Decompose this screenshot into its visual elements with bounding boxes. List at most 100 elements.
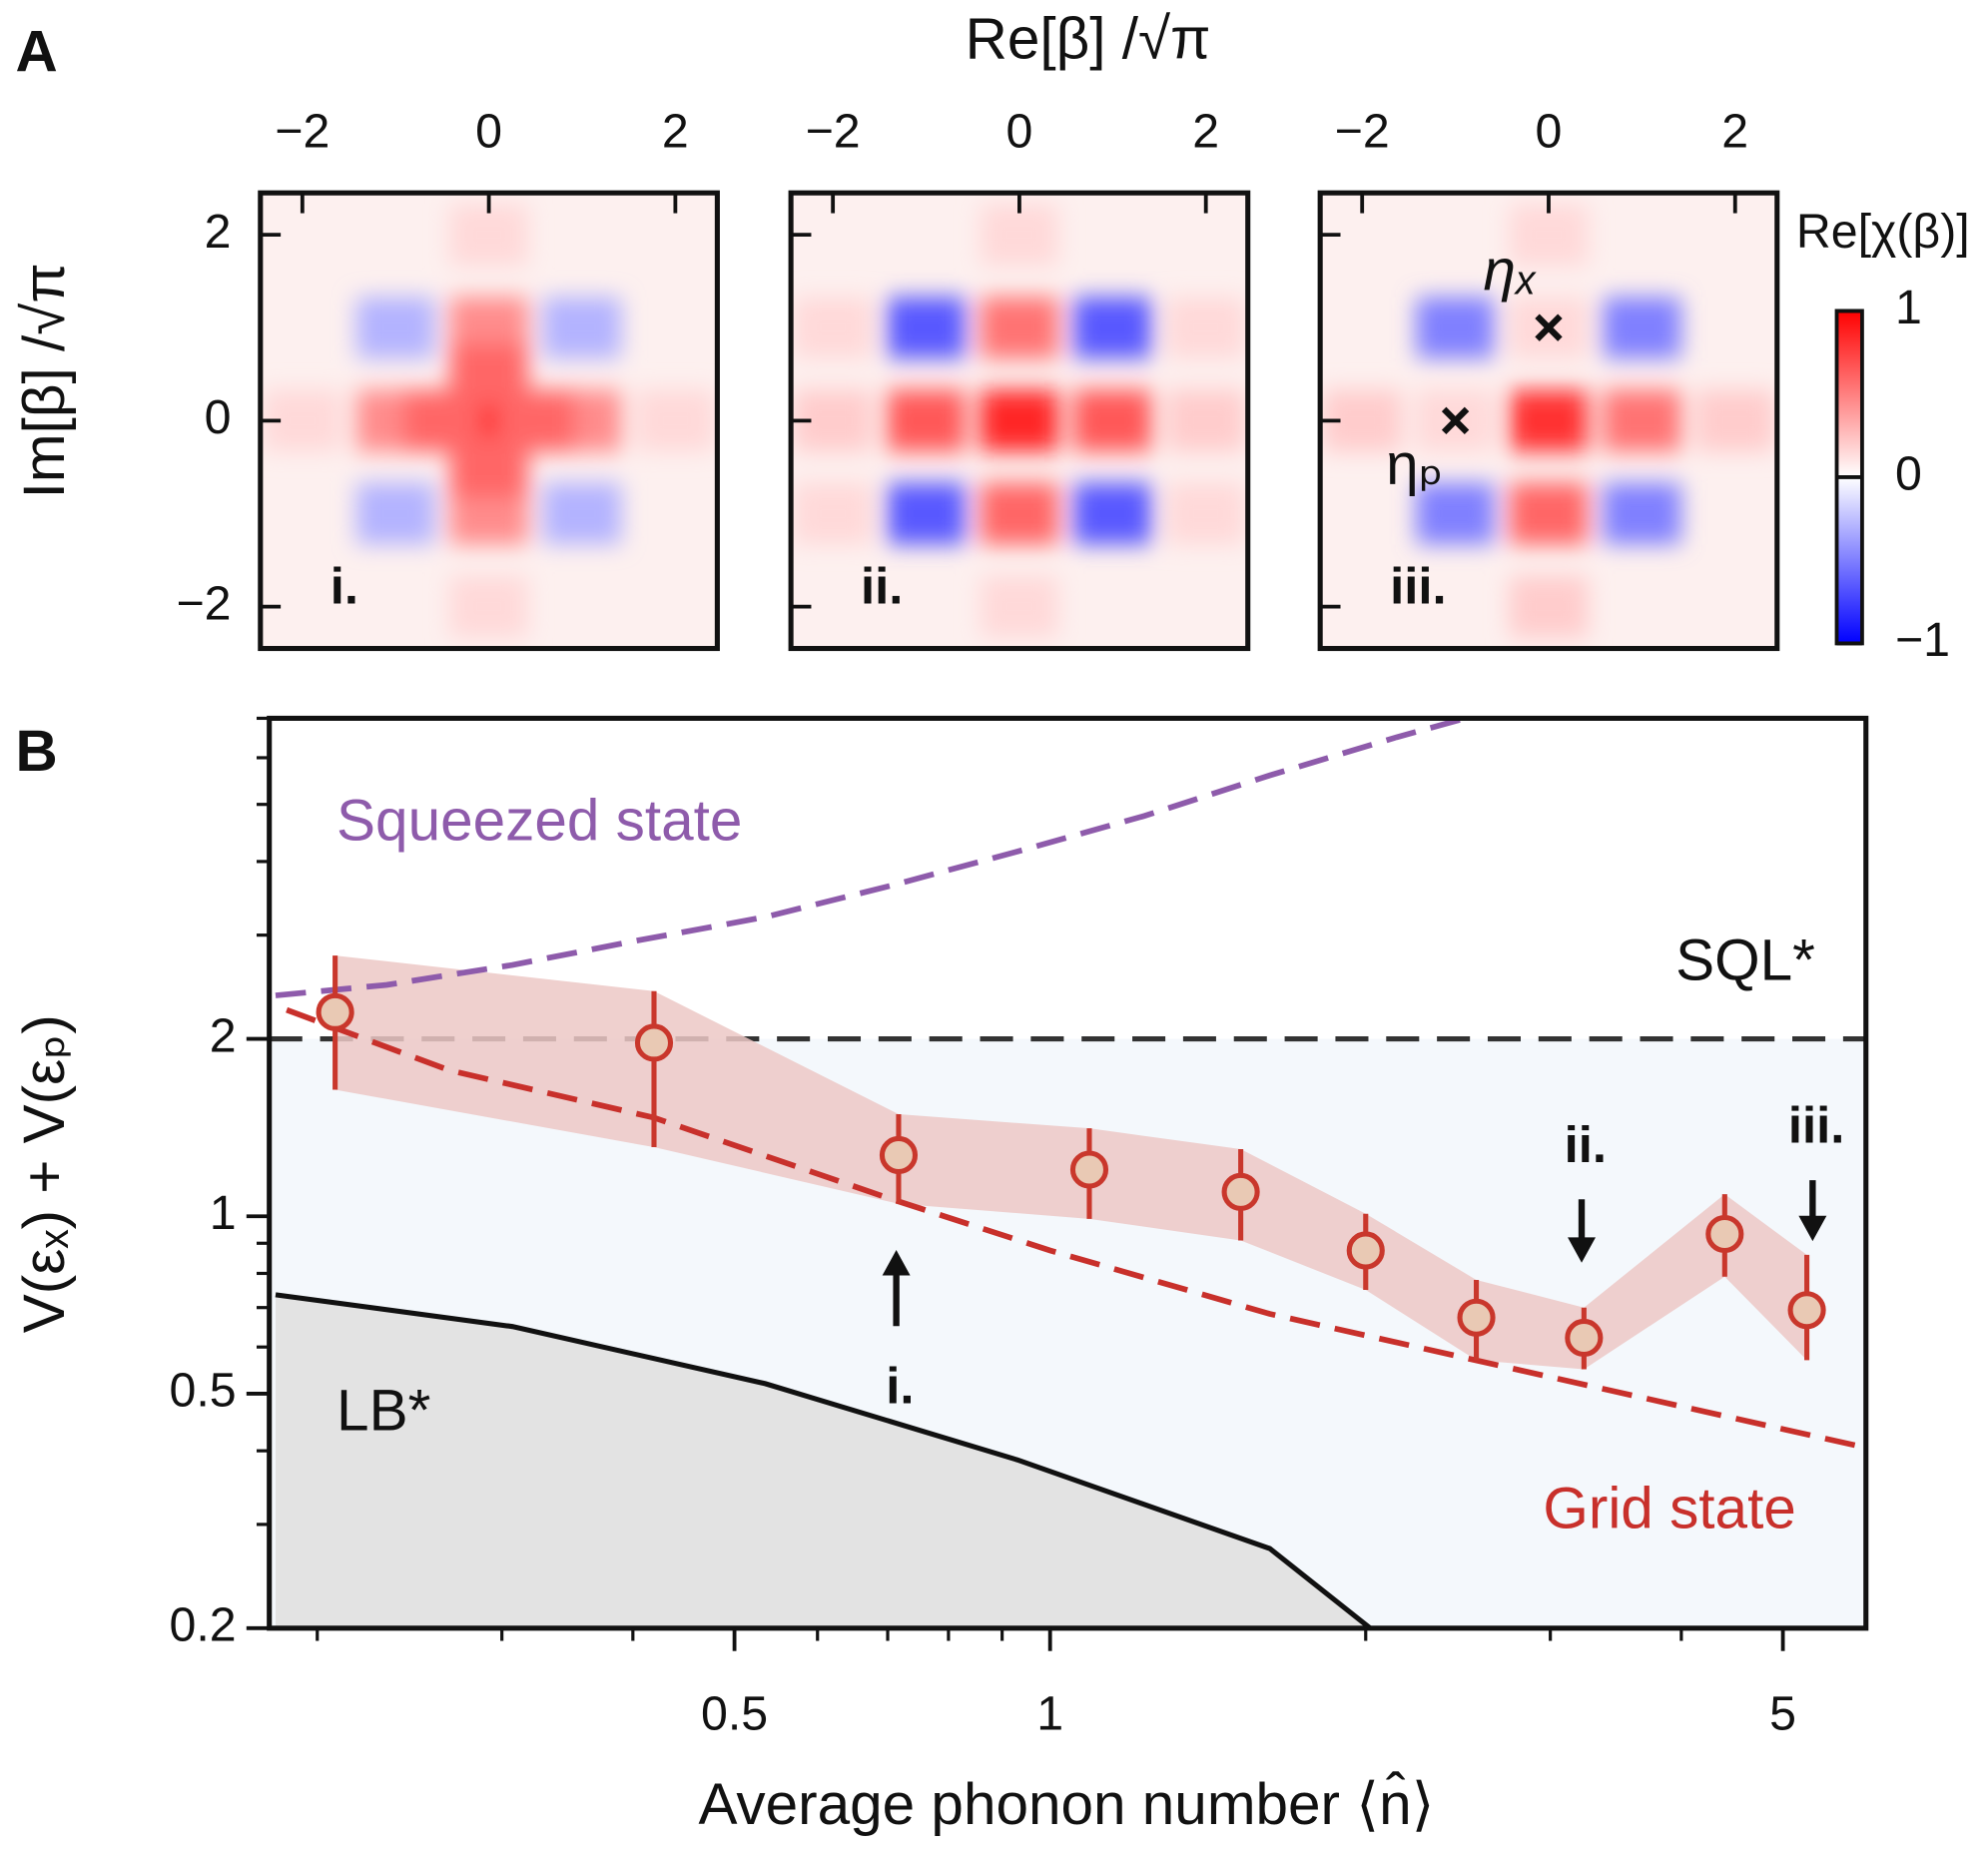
heatmap-cell	[1073, 482, 1152, 545]
heatmap	[260, 193, 718, 649]
marker-label: ηₚ	[1386, 432, 1444, 497]
data-point	[879, 1135, 919, 1175]
data-point	[1346, 1231, 1385, 1270]
heatmap-cell	[1695, 389, 1774, 452]
heatmap-cell	[449, 204, 528, 266]
heatmap-cell	[449, 342, 528, 405]
colorbar-tick-label: −1	[1895, 613, 1950, 667]
series-label: Grid state	[1543, 1477, 1795, 1541]
annotation-arrowhead	[1568, 1237, 1597, 1263]
y-tick-label: 1	[210, 1186, 237, 1240]
heatmap-cell	[1166, 389, 1245, 452]
annotation-label: ii.	[1565, 1116, 1607, 1173]
data-point	[634, 1023, 674, 1062]
reference-label: SQL*	[1675, 927, 1815, 992]
heatmap-cells	[793, 204, 1245, 638]
panel-label: iii.	[1390, 558, 1447, 615]
panel-label: A	[15, 19, 57, 84]
colorbar-tick-label: 0	[1895, 447, 1922, 501]
annotation-label: i.	[886, 1357, 914, 1414]
heatmap-cell	[542, 297, 622, 359]
x-tick-label: 0.5	[701, 1687, 768, 1741]
heatmap-cell	[355, 297, 435, 359]
x-tick-label: 0	[1536, 105, 1563, 159]
x-tick-label: 0	[1005, 105, 1032, 159]
heatmap-cell	[980, 575, 1059, 638]
annotation-arrowhead	[1798, 1215, 1827, 1242]
heatmap-cell	[1166, 482, 1245, 545]
heatmap-cell	[980, 297, 1059, 359]
x-tick-label: 0	[475, 105, 502, 159]
heatmap-cell	[1509, 389, 1589, 452]
heatmap-cells	[1322, 204, 1774, 638]
y-axis-title: V(εₓ) + V(εₚ)	[12, 1014, 77, 1333]
heatmap-cell	[1603, 297, 1681, 359]
heatmap-cell	[887, 389, 966, 452]
y-tick-label: 0.2	[170, 1598, 237, 1652]
heatmap-cell	[980, 389, 1059, 452]
heatmap-cell	[1416, 482, 1495, 545]
x-tick-label: −2	[275, 105, 330, 159]
heatmap-cell	[636, 389, 715, 452]
heatmap	[791, 193, 1248, 649]
x-axis-title: Average phonon number ⟨n̂⟩	[698, 1770, 1434, 1837]
data-point	[1787, 1291, 1826, 1330]
heatmap-cell	[793, 482, 873, 545]
axes-frame	[267, 715, 1869, 1631]
y-tick-label: 2	[210, 1008, 237, 1062]
heatmap-cell	[887, 297, 966, 359]
heatmap-cell	[887, 482, 966, 545]
heatmap-cell	[1509, 482, 1589, 545]
lower-bound-area	[275, 1294, 1371, 1628]
heatmap-cell	[355, 482, 435, 545]
heatmap-cell	[449, 436, 528, 498]
x-tick-label: 2	[662, 105, 689, 159]
heatmap-cell	[449, 575, 528, 638]
curve	[286, 1006, 1864, 1451]
heatmap-cell	[1073, 297, 1152, 359]
marker-label: ηₓ	[1483, 238, 1538, 303]
panel-label: B	[15, 719, 57, 784]
x-tick-label: 5	[1769, 1687, 1796, 1741]
annotation-arrowhead	[882, 1250, 911, 1276]
x-tick-label: −2	[1335, 105, 1390, 159]
series-label: LB*	[336, 1379, 430, 1444]
panel-label: i.	[331, 558, 358, 615]
data-point	[1705, 1214, 1744, 1254]
data-point	[1221, 1172, 1260, 1211]
heatmap-cell	[793, 297, 873, 359]
heatmap-cell	[980, 204, 1059, 266]
heatmap	[1320, 193, 1777, 649]
y-tick-label: −2	[176, 576, 231, 630]
data-point	[316, 992, 354, 1031]
curve	[275, 718, 1467, 998]
heatmap-cell	[980, 482, 1059, 545]
x-tick-label: 2	[1721, 105, 1748, 159]
y-tick-label: 0.5	[170, 1364, 237, 1418]
series-label: Squeezed state	[336, 789, 742, 854]
data-point	[1565, 1318, 1604, 1358]
heatmap-cell	[542, 482, 622, 545]
data-point	[1457, 1298, 1496, 1337]
x-tick-label: −2	[806, 105, 861, 159]
y-tick-label: 0	[205, 390, 232, 444]
heatmap-cells	[263, 204, 715, 638]
heatmap-cell	[1603, 482, 1681, 545]
plot-area	[269, 718, 1866, 1628]
heatmap-cell	[1603, 389, 1681, 452]
marker-cross	[1535, 313, 1563, 341]
colorbar-label: Re[χ(β)]	[1796, 205, 1970, 259]
x-tick-label: 1	[1036, 1687, 1063, 1741]
x-tick-label: 2	[1192, 105, 1219, 159]
heatmap-cell	[1509, 204, 1589, 266]
heatmap-cell	[1166, 297, 1245, 359]
heatmap-cell	[1416, 297, 1495, 359]
error-band	[334, 955, 1807, 1370]
marker-cross	[1441, 406, 1470, 435]
data-point	[1069, 1150, 1109, 1189]
colorbar-tick-label: 1	[1895, 281, 1922, 334]
heatmap-cell	[1509, 575, 1589, 638]
annotation-label: iii.	[1788, 1097, 1845, 1154]
curve	[275, 1292, 1372, 1628]
